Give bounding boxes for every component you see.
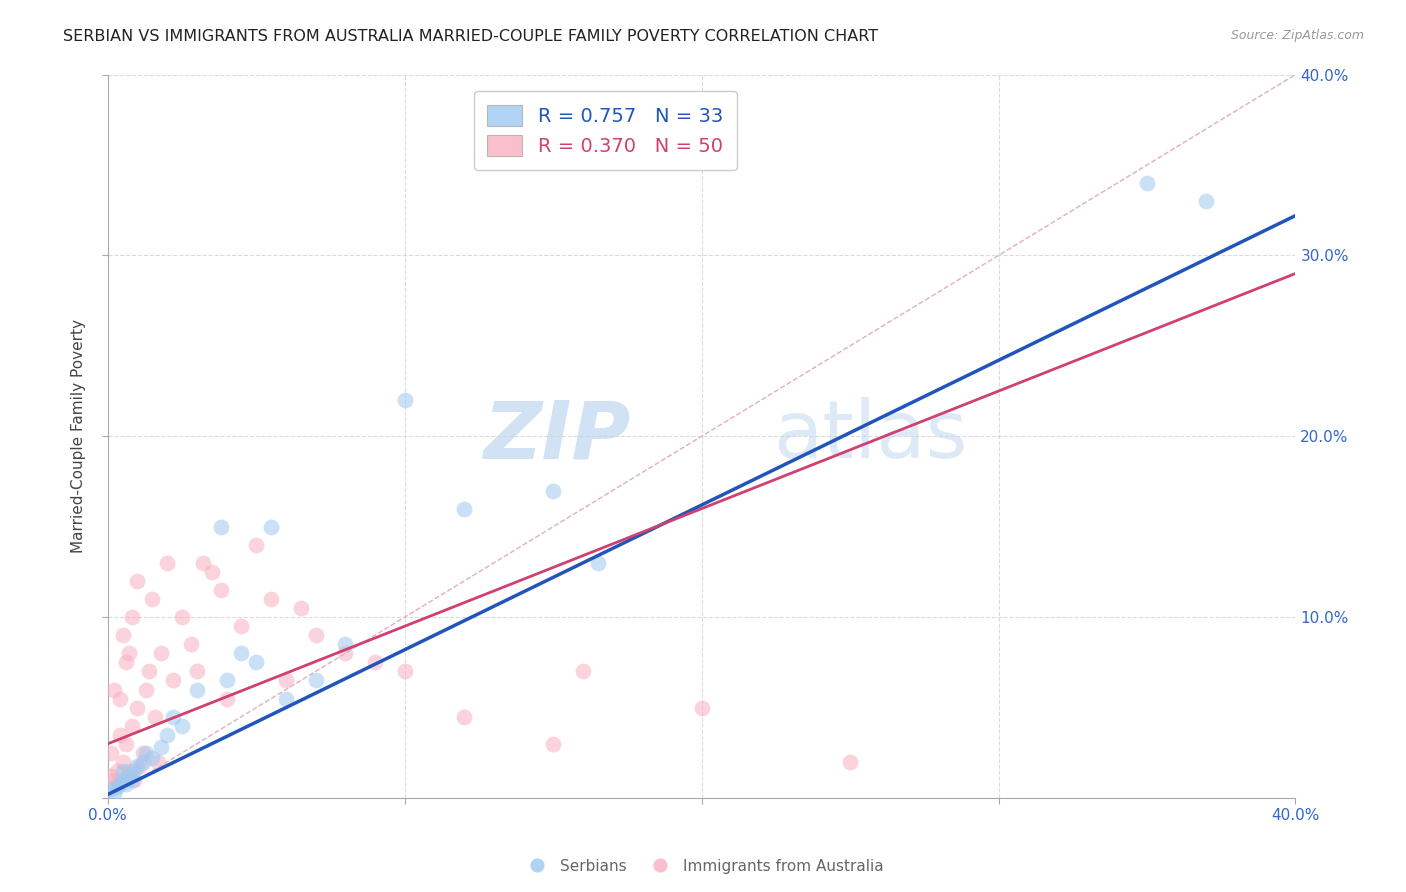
Point	[839, 755, 862, 769]
Legend: R = 0.757   N = 33, R = 0.370   N = 50: R = 0.757 N = 33, R = 0.370 N = 50	[474, 92, 737, 169]
Point	[690, 700, 713, 714]
Point	[1195, 194, 1218, 208]
Point	[121, 772, 143, 787]
Point	[572, 665, 595, 679]
Point	[231, 619, 253, 633]
Point	[162, 709, 184, 723]
Point	[148, 755, 170, 769]
Point	[100, 746, 122, 760]
Point	[138, 665, 160, 679]
Point	[121, 719, 143, 733]
Text: ZIP: ZIP	[484, 397, 630, 475]
Point	[150, 646, 173, 660]
Point	[117, 646, 139, 660]
Point	[129, 758, 152, 772]
Point	[453, 709, 475, 723]
Point	[186, 665, 208, 679]
Point	[245, 656, 267, 670]
Point	[121, 610, 143, 624]
Text: atlas: atlas	[773, 397, 967, 475]
Point	[260, 592, 283, 607]
Point	[1136, 176, 1159, 190]
Point	[304, 628, 326, 642]
Point	[127, 700, 149, 714]
Point	[117, 769, 139, 783]
Point	[215, 691, 238, 706]
Point	[231, 646, 253, 660]
Point	[117, 764, 139, 778]
Text: Source: ZipAtlas.com: Source: ZipAtlas.com	[1230, 29, 1364, 42]
Point	[127, 758, 149, 772]
Point	[304, 673, 326, 688]
Point	[245, 538, 267, 552]
Point	[105, 776, 128, 790]
Point	[111, 772, 134, 787]
Y-axis label: Married-Couple Family Poverty: Married-Couple Family Poverty	[72, 319, 86, 553]
Point	[453, 501, 475, 516]
Text: SERBIAN VS IMMIGRANTS FROM AUSTRALIA MARRIED-COUPLE FAMILY POVERTY CORRELATION C: SERBIAN VS IMMIGRANTS FROM AUSTRALIA MAR…	[63, 29, 879, 44]
Point	[135, 682, 157, 697]
Point	[186, 682, 208, 697]
Point	[105, 764, 128, 778]
Point	[108, 728, 131, 742]
Point	[114, 737, 136, 751]
Point	[394, 665, 416, 679]
Point	[364, 656, 387, 670]
Point	[180, 637, 202, 651]
Point	[162, 673, 184, 688]
Point	[541, 483, 564, 498]
Point	[209, 520, 232, 534]
Point	[394, 393, 416, 408]
Point	[191, 556, 214, 570]
Point	[156, 556, 179, 570]
Point	[170, 610, 193, 624]
Point	[100, 782, 122, 797]
Point	[103, 682, 125, 697]
Point	[100, 769, 122, 783]
Point	[132, 755, 155, 769]
Point	[111, 764, 134, 778]
Point	[103, 786, 125, 800]
Point	[114, 656, 136, 670]
Point	[124, 772, 146, 787]
Point	[143, 709, 166, 723]
Point	[156, 728, 179, 742]
Point	[141, 751, 163, 765]
Legend: Serbians, Immigrants from Australia: Serbians, Immigrants from Australia	[516, 853, 890, 880]
Point	[260, 520, 283, 534]
Point	[274, 691, 297, 706]
Point	[124, 764, 146, 778]
Point	[141, 592, 163, 607]
Point	[290, 601, 312, 615]
Point	[335, 646, 357, 660]
Point	[103, 772, 125, 787]
Point	[111, 628, 134, 642]
Point	[135, 746, 157, 760]
Point	[209, 582, 232, 597]
Point	[114, 776, 136, 790]
Point	[201, 565, 224, 579]
Point	[108, 776, 131, 790]
Point	[586, 556, 609, 570]
Point	[108, 691, 131, 706]
Point	[150, 740, 173, 755]
Point	[105, 780, 128, 795]
Point	[127, 574, 149, 588]
Point	[132, 746, 155, 760]
Point	[274, 673, 297, 688]
Point	[335, 637, 357, 651]
Point	[215, 673, 238, 688]
Point	[111, 755, 134, 769]
Point	[170, 719, 193, 733]
Point	[541, 737, 564, 751]
